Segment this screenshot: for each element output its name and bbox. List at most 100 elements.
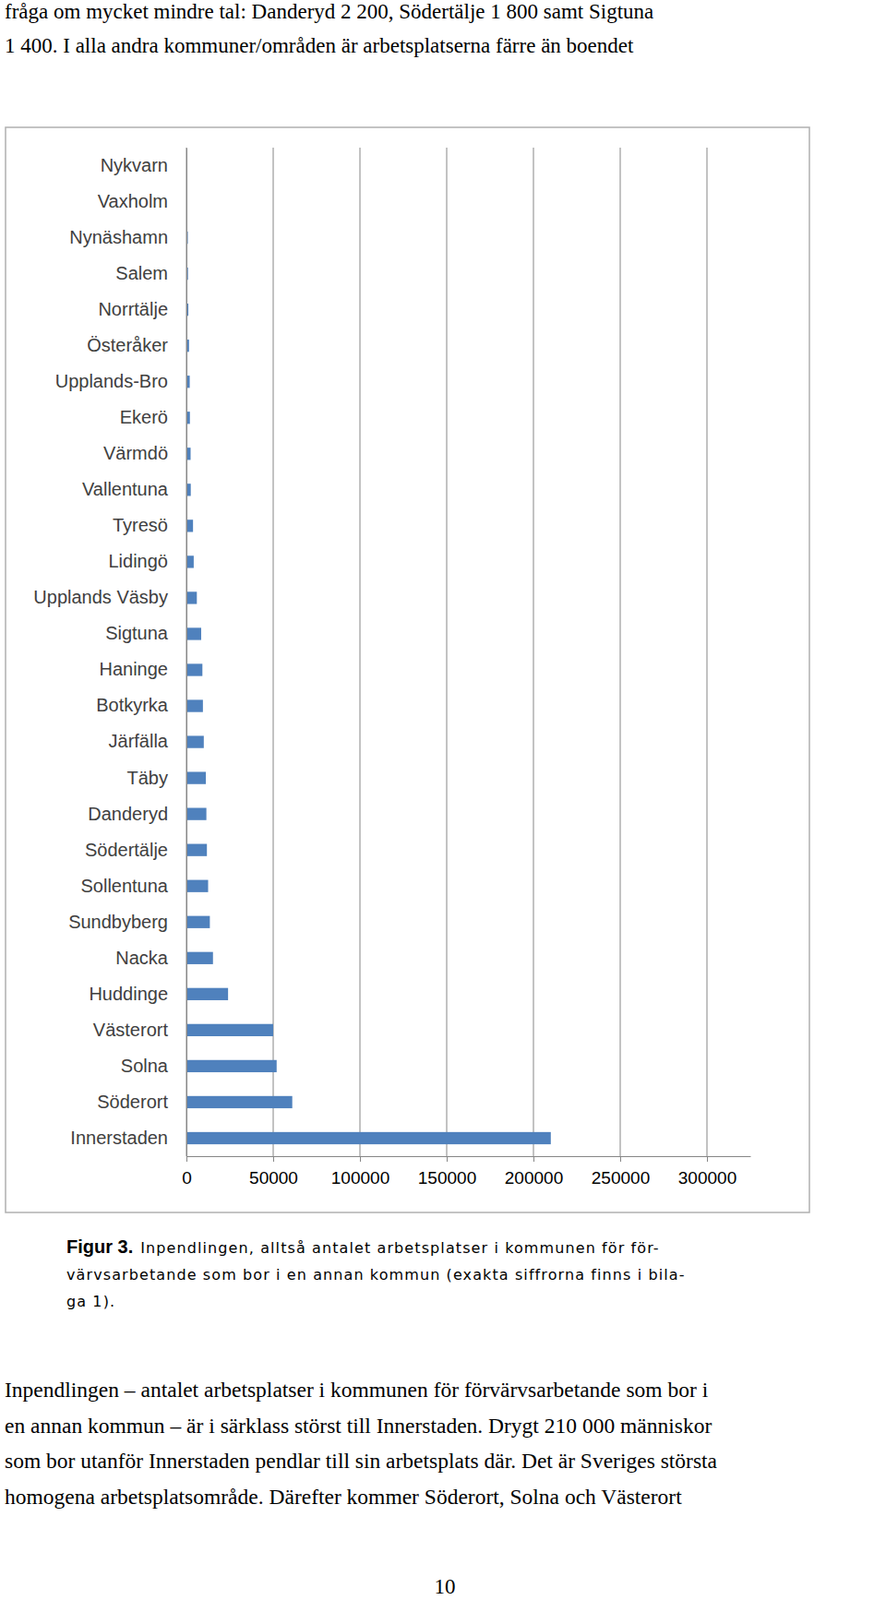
y-tick: Järfälla (108, 730, 169, 752)
paragraph-line: 1 400. I alla andra kommuner/områden är … (4, 34, 635, 58)
bar (186, 1132, 551, 1145)
y-tick-label: Värmdö (103, 443, 168, 464)
grid-line (446, 147, 448, 1157)
y-tick: Huddinge (88, 983, 168, 1005)
x-tick-label: 300000 (678, 1168, 737, 1188)
x-tick-label: 50000 (249, 1168, 299, 1188)
chart: 050000100000150000200000250000300000Nykv… (33, 147, 751, 1188)
y-tick-label: Haninge (98, 658, 168, 680)
y-tick-label: Botkyrka (95, 694, 169, 716)
x-tick-mark (186, 1156, 188, 1162)
y-tick: Västerort (93, 1019, 169, 1041)
y-tick-label: Huddinge (88, 983, 168, 1005)
paragraph-line: som bor utanför Innerstaden pendlar till… (4, 1448, 719, 1473)
y-tick: Norrtälje (97, 299, 168, 320)
caption-line: värvsarbetande som bor i en annan kommun… (66, 1266, 686, 1284)
x-tick: 50000 (249, 1156, 299, 1188)
grid-line (706, 147, 708, 1157)
x-tick-mark (620, 1156, 622, 1162)
page: fråga om mycket mindre tal: Danderyd 2 2… (0, 0, 886, 1600)
x-tick-mark (359, 1156, 361, 1162)
grid-line (273, 147, 275, 1157)
x-tick: 200000 (504, 1156, 563, 1188)
y-tick-label: Nynäshamn (69, 227, 168, 248)
bar (186, 735, 204, 748)
bars (186, 159, 551, 1145)
x-tick-label: 250000 (591, 1168, 650, 1188)
y-tick: Nacka (115, 947, 169, 969)
x-tick-label: 200000 (504, 1168, 563, 1188)
x-tick-label: 150000 (418, 1168, 477, 1188)
bar (186, 952, 214, 965)
y-axis: Nykvarn Vaxholm Nynäshamn Salem Norrtälje Öst… (33, 148, 187, 1158)
grid-line (186, 147, 188, 1157)
y-tick-label: Vallentuna (82, 478, 169, 500)
y-tick-label: Södertälje (84, 839, 168, 861)
caption-line: ga 1). (66, 1293, 116, 1311)
x-tick-mark (446, 1156, 448, 1162)
y-tick-label: Järfälla (108, 730, 169, 752)
bar (186, 880, 209, 893)
paragraph-line: en annan kommun – är i särklass störst t… (4, 1413, 712, 1438)
y-tick: Nykvarn (100, 155, 168, 176)
paragraph-line: fråga om mycket mindre tal: Danderyd 2 2… (4, 0, 654, 24)
x-axis-line (187, 1156, 752, 1158)
paragraph-line: homogena arbetsplatsområde. Därefter kom… (4, 1484, 683, 1509)
y-tick-label: Söderort (96, 1091, 168, 1113)
caption-text: Inpendlingen, alltså antalet arbetsplats… (140, 1239, 659, 1258)
bar (186, 1024, 274, 1037)
y-tick: Danderyd (87, 803, 168, 825)
y-tick: Sigtuna (105, 622, 169, 644)
bar (186, 591, 197, 604)
y-tick: Sundbyberg (68, 911, 168, 933)
y-tick: Vaxholm (97, 191, 168, 212)
bar (186, 519, 193, 532)
x-tick: 300000 (678, 1156, 737, 1188)
x-tick-mark (273, 1156, 275, 1162)
chart-frame (5, 127, 810, 1213)
y-tick: Innerstaden (70, 1127, 168, 1149)
grid (186, 147, 707, 1157)
y-tick: Lidingö (107, 550, 168, 572)
bar (186, 808, 207, 821)
x-tick-label: 100000 (331, 1168, 390, 1188)
x-tick-mark (706, 1156, 708, 1162)
y-tick: Salem (115, 263, 168, 284)
y-tick-label: Sigtuna (105, 622, 169, 644)
y-tick-label: Sundbyberg (68, 911, 168, 933)
bar (186, 1060, 277, 1073)
bar (186, 663, 203, 676)
bar (186, 627, 202, 640)
bar (186, 771, 206, 784)
y-tick: Upplands-Bro (55, 371, 168, 392)
y-tick-label: Täby (127, 767, 168, 789)
grid-line (620, 147, 622, 1157)
caption-line: Figur 3. Inpendlingen, alltså antalet arb… (66, 1236, 660, 1258)
y-tick: Haninge (98, 658, 168, 680)
y-tick-label: Lidingö (107, 550, 168, 572)
bar (186, 988, 228, 1001)
y-tick-label: Salem (115, 263, 168, 284)
y-tick: Ekerö (119, 407, 168, 428)
y-axis-line (186, 148, 188, 1158)
y-tick-label: Österåker (86, 335, 168, 356)
y-tick-label: Innerstaden (70, 1127, 168, 1149)
y-tick: Upplands Väsby (33, 586, 168, 608)
y-tick-label: Norrtälje (97, 299, 168, 320)
x-tick: 100000 (331, 1156, 390, 1188)
y-tick-label: Sollentuna (80, 875, 168, 897)
caption-label: Figur 3. (66, 1236, 133, 1258)
y-tick-label: Upplands Väsby (33, 586, 168, 608)
page-number: 10 (434, 1575, 456, 1599)
x-tick: 150000 (418, 1156, 477, 1188)
y-tick: Tyresö (112, 514, 168, 536)
y-tick: Solna (120, 1055, 169, 1077)
y-tick-label: Västerort (93, 1019, 169, 1041)
y-tick: Täby (127, 767, 168, 789)
y-tick: Sollentuna (80, 875, 168, 897)
x-tick: 250000 (591, 1156, 650, 1188)
x-tick-mark (533, 1156, 535, 1162)
y-tick-label: Solna (120, 1055, 169, 1077)
bar (186, 916, 210, 929)
y-tick: Österåker (86, 335, 168, 356)
